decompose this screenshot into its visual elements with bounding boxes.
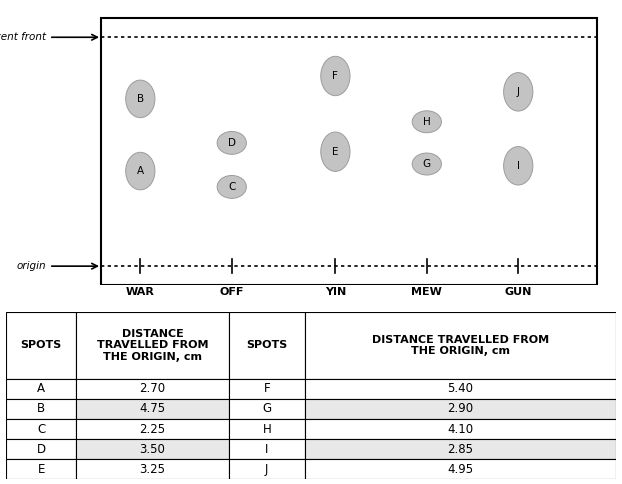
Text: 5.40: 5.40 — [447, 382, 473, 395]
Text: 2.90: 2.90 — [447, 403, 473, 415]
Ellipse shape — [217, 176, 246, 198]
Text: G: G — [423, 159, 431, 169]
Text: E: E — [37, 463, 45, 476]
Text: H: H — [423, 117, 430, 127]
Text: C: C — [37, 423, 45, 436]
Text: G: G — [262, 403, 271, 415]
Text: B: B — [137, 94, 144, 104]
Text: WAR: WAR — [126, 287, 155, 297]
Text: J: J — [517, 87, 520, 97]
Bar — [6, 399, 77, 419]
Bar — [229, 419, 305, 439]
Text: 4.10: 4.10 — [447, 423, 473, 436]
Text: I: I — [265, 442, 269, 455]
Bar — [6, 419, 77, 439]
Text: D: D — [228, 138, 236, 148]
Bar — [229, 379, 305, 399]
Bar — [6, 379, 77, 399]
Bar — [229, 312, 305, 379]
Bar — [229, 399, 305, 419]
Bar — [77, 379, 229, 399]
Text: F: F — [264, 382, 270, 395]
Text: 4.75: 4.75 — [139, 403, 165, 415]
Text: 2.85: 2.85 — [447, 442, 473, 455]
Text: 2.70: 2.70 — [139, 382, 165, 395]
Text: 3.25: 3.25 — [139, 463, 165, 476]
Bar — [77, 399, 229, 419]
Bar — [77, 419, 229, 439]
Ellipse shape — [321, 132, 350, 171]
Ellipse shape — [504, 73, 533, 111]
Text: solvent front: solvent front — [0, 32, 46, 42]
Bar — [77, 439, 229, 459]
Text: GUN: GUN — [504, 287, 532, 297]
Text: OFF: OFF — [220, 287, 244, 297]
Bar — [229, 459, 305, 479]
Text: MEW: MEW — [411, 287, 442, 297]
Text: 2.25: 2.25 — [139, 423, 165, 436]
Bar — [305, 399, 616, 419]
Text: DISTANCE
TRAVELLED FROM
THE ORIGIN, cm: DISTANCE TRAVELLED FROM THE ORIGIN, cm — [97, 329, 208, 362]
Bar — [101, 18, 598, 286]
Text: D: D — [37, 442, 46, 455]
Ellipse shape — [412, 111, 442, 133]
Bar — [77, 459, 229, 479]
Bar — [305, 459, 616, 479]
Text: B: B — [37, 403, 45, 415]
Text: C: C — [228, 182, 236, 192]
Bar — [305, 379, 616, 399]
Ellipse shape — [126, 80, 155, 118]
Bar — [305, 439, 616, 459]
Ellipse shape — [217, 132, 246, 154]
Text: A: A — [137, 166, 144, 176]
Bar — [229, 439, 305, 459]
Bar — [77, 312, 229, 379]
Bar — [305, 419, 616, 439]
Bar — [6, 459, 77, 479]
Ellipse shape — [412, 153, 442, 175]
Text: F: F — [332, 71, 338, 81]
Text: DISTANCE TRAVELLED FROM
THE ORIGIN, cm: DISTANCE TRAVELLED FROM THE ORIGIN, cm — [372, 334, 549, 356]
Text: H: H — [262, 423, 271, 436]
Text: YIN: YIN — [325, 287, 346, 297]
Text: A: A — [37, 382, 45, 395]
Text: origin: origin — [16, 261, 46, 271]
Ellipse shape — [321, 56, 350, 96]
Bar — [6, 439, 77, 459]
Text: SPOTS: SPOTS — [246, 340, 287, 350]
Text: I: I — [517, 161, 520, 171]
Text: J: J — [265, 463, 269, 476]
Bar — [305, 312, 616, 379]
Ellipse shape — [126, 152, 155, 190]
Text: 4.95: 4.95 — [447, 463, 473, 476]
Ellipse shape — [504, 147, 533, 185]
Text: SPOTS: SPOTS — [21, 340, 62, 350]
Text: E: E — [332, 147, 338, 157]
Text: 3.50: 3.50 — [139, 442, 165, 455]
Bar — [6, 312, 77, 379]
